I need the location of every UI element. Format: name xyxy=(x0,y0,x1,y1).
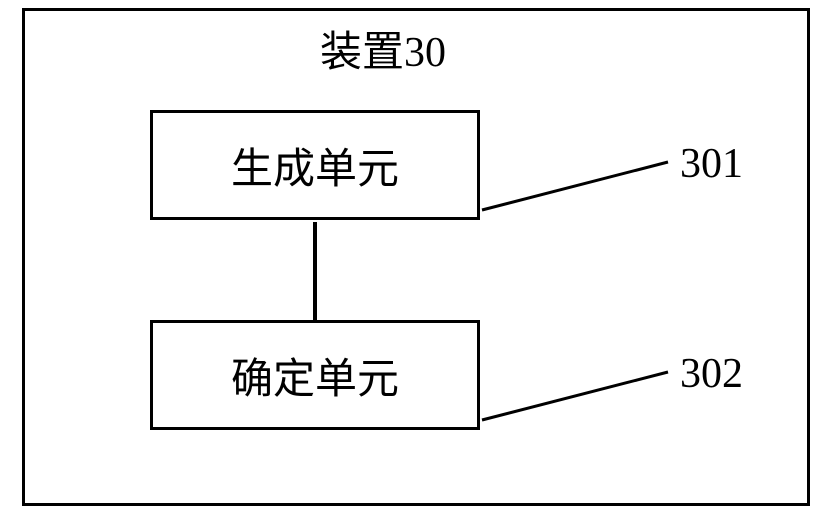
leader-line-302 xyxy=(0,0,838,515)
